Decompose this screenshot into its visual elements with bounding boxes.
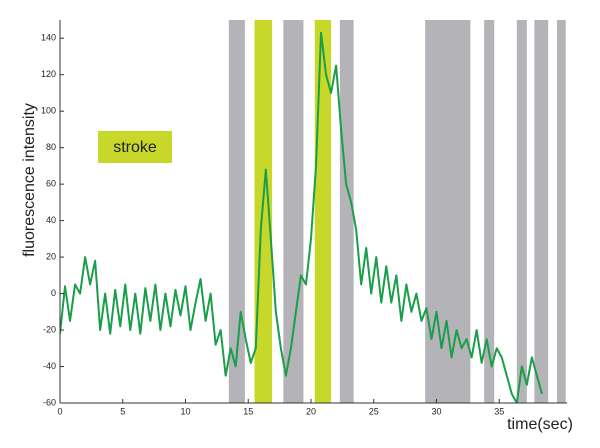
x-tick-label: 10 (180, 406, 190, 416)
x-axis-label: time(sec) (507, 416, 573, 433)
y-tick-label: 60 (46, 179, 56, 189)
y-tick-label: 100 (41, 106, 56, 116)
y-tick-label: -60 (43, 397, 56, 407)
y-tick-label: 40 (46, 215, 56, 225)
region (314, 20, 332, 403)
region (516, 20, 527, 403)
region (283, 20, 304, 403)
x-tick-label: 20 (306, 406, 316, 416)
y-tick-label: 140 (41, 33, 56, 43)
y-tick-label: -20 (43, 324, 56, 334)
y-tick-label: 20 (46, 251, 56, 261)
region (484, 20, 495, 403)
regions (228, 20, 566, 403)
x-tick-label: 35 (494, 406, 504, 416)
x-tick-label: 15 (243, 406, 253, 416)
region (425, 20, 471, 403)
x-tick-label: 0 (57, 406, 62, 416)
x-tick-label: 5 (120, 406, 125, 416)
region (228, 20, 245, 403)
region (556, 20, 566, 403)
legend-swatch (98, 131, 172, 163)
region (339, 20, 354, 403)
legend-label: stroke (113, 139, 157, 156)
y-tick-label: -40 (43, 361, 56, 371)
region (534, 20, 549, 403)
y-tick-label: 80 (46, 142, 56, 152)
y-tick-label: 120 (41, 69, 56, 79)
y-axis-label: fluorescence intensity (21, 103, 38, 257)
x-tick-label: 25 (369, 406, 379, 416)
x-tick-label: 30 (431, 406, 441, 416)
line (60, 31, 543, 403)
plot (60, 31, 543, 403)
y-tick-label: 0 (51, 288, 56, 298)
